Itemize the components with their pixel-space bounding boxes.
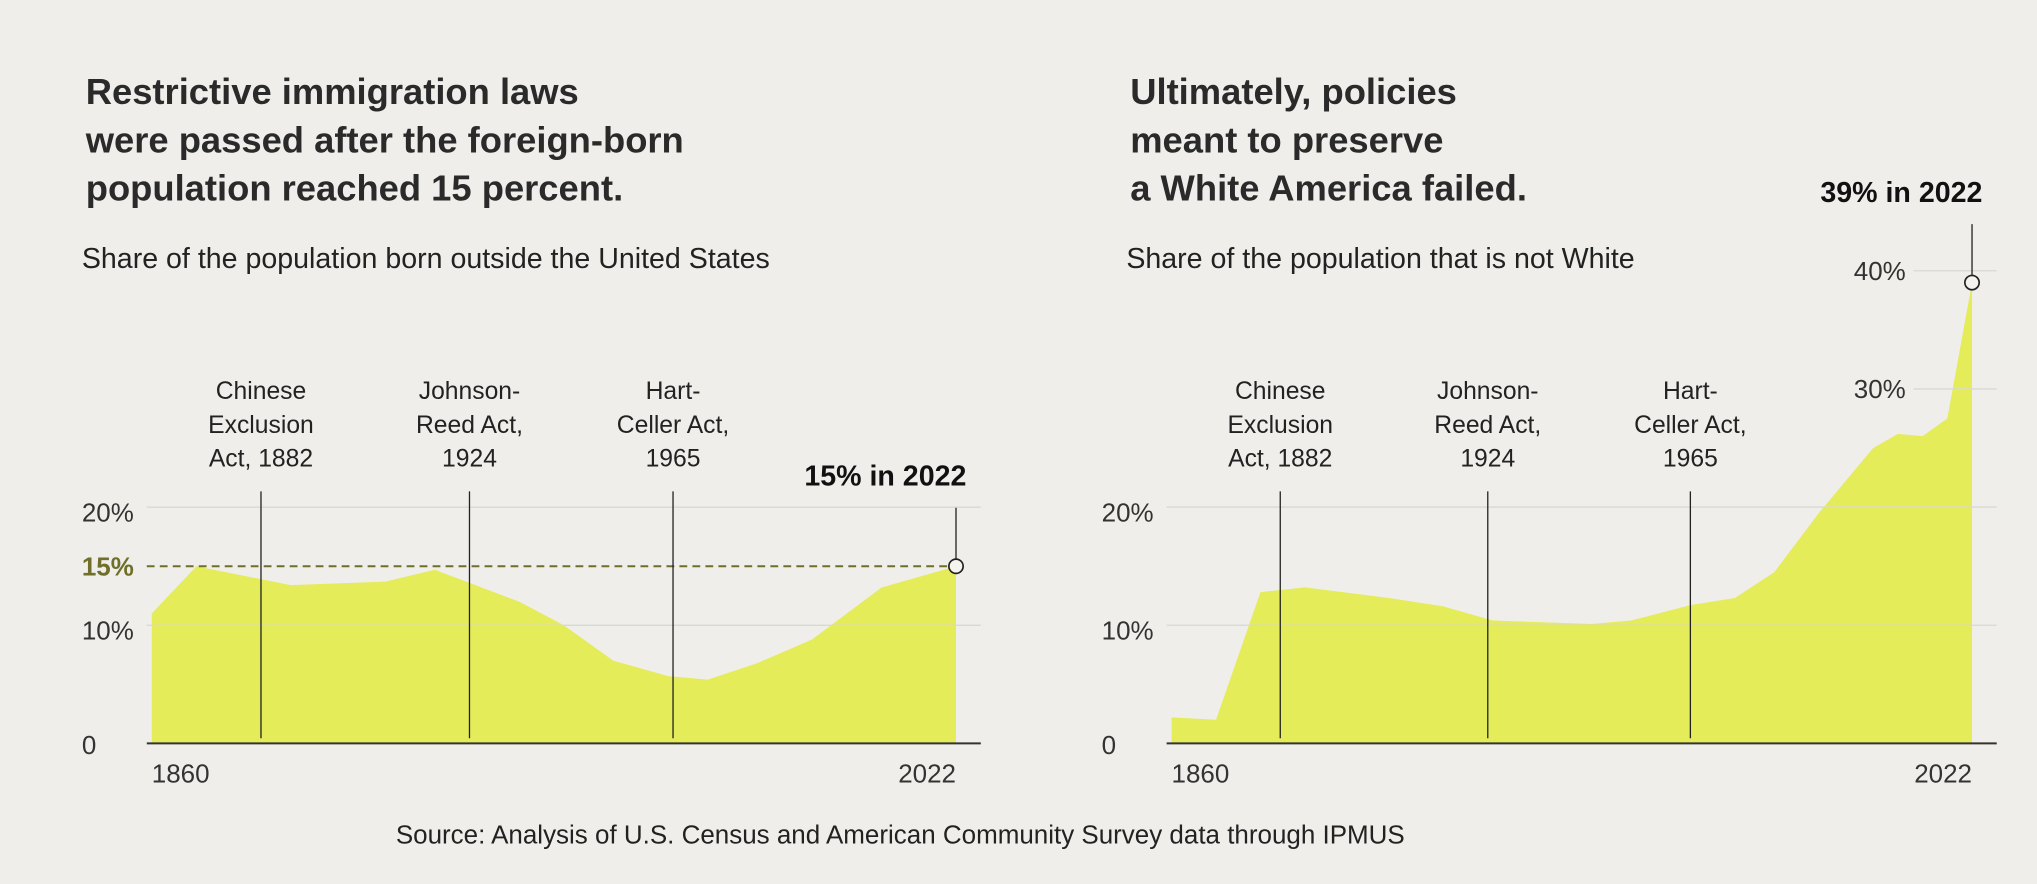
event-label: 1924 bbox=[1460, 446, 1515, 473]
event-label: Johnson- bbox=[419, 378, 521, 405]
chart-title: population reached 15 percent. bbox=[86, 167, 623, 208]
event-label: Johnson- bbox=[1437, 378, 1539, 405]
event-label: Chinese bbox=[1235, 378, 1326, 405]
area bbox=[151, 566, 957, 744]
event-label: Exclusion bbox=[208, 412, 314, 439]
callout-label: 39% in 2022 bbox=[1820, 177, 1982, 209]
y-tick-label: 0 bbox=[1102, 730, 1116, 760]
y-tick-label: 10% bbox=[82, 616, 134, 646]
event-label: Chinese bbox=[216, 378, 307, 405]
y-tick-label: 0 bbox=[82, 730, 96, 760]
x-tick-label: 1860 bbox=[152, 758, 210, 788]
chart-title: meant to preserve bbox=[1130, 119, 1443, 160]
event-label: Celler Act, bbox=[1634, 412, 1746, 439]
source: Source: Analysis of U.S. Census and Amer… bbox=[396, 819, 1405, 849]
x-tick-label: 1860 bbox=[1172, 758, 1230, 788]
chart-title: Ultimately, policies bbox=[1130, 71, 1457, 112]
event-label: Act, 1882 bbox=[209, 446, 313, 473]
chart-subtitle: Share of the population born outside the… bbox=[82, 243, 770, 275]
y-tick-label: 30% bbox=[1854, 374, 1906, 404]
area bbox=[1171, 282, 1973, 744]
reference-label: 15% bbox=[82, 551, 134, 581]
y-tick-label: 40% bbox=[1854, 256, 1906, 286]
event-label: Hart- bbox=[1663, 378, 1718, 405]
y-tick-label: 20% bbox=[82, 497, 134, 527]
chart-title: a White America failed. bbox=[1130, 167, 1527, 208]
y-tick-label: 20% bbox=[1102, 497, 1154, 527]
event-label: Reed Act, bbox=[1434, 412, 1541, 439]
event-label: Reed Act, bbox=[416, 412, 523, 439]
event-label: Exclusion bbox=[1227, 412, 1333, 439]
end-marker bbox=[948, 558, 964, 575]
event-label: Hart- bbox=[646, 378, 701, 405]
chart-subtitle: Share of the population that is not Whit… bbox=[1126, 243, 1634, 275]
x-tick-label: 2022 bbox=[898, 758, 956, 788]
event-label: Act, 1882 bbox=[1228, 446, 1332, 473]
event-label: 1965 bbox=[646, 446, 701, 473]
event-label: 1924 bbox=[442, 446, 497, 473]
x-tick-label: 2022 bbox=[1914, 758, 1972, 788]
callout-label: 15% in 2022 bbox=[804, 461, 966, 493]
chart-title: Restrictive immigration laws bbox=[86, 71, 579, 112]
event-label: Celler Act, bbox=[617, 412, 729, 439]
chart-title: were passed after the foreign-born bbox=[85, 119, 684, 160]
event-label: 1965 bbox=[1663, 446, 1718, 473]
end-marker bbox=[1964, 274, 1981, 291]
y-tick-label: 10% bbox=[1102, 616, 1154, 646]
